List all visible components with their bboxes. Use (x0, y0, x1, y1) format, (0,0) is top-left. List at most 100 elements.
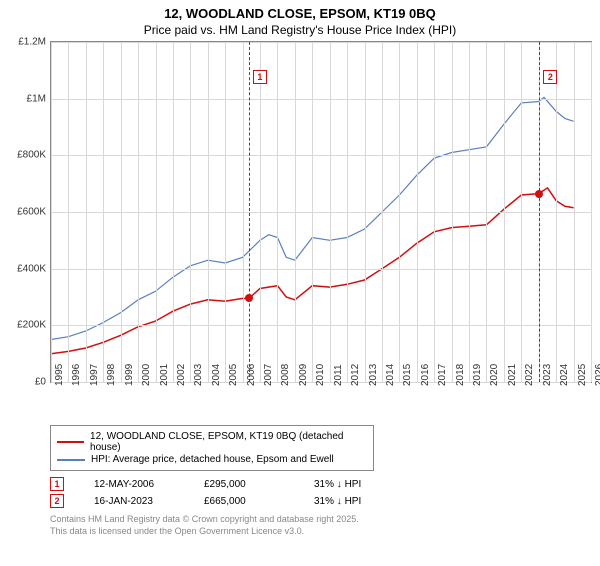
legend-swatch-property (57, 441, 84, 443)
gridline-v (225, 42, 226, 382)
x-axis-label: 2010 (315, 364, 326, 386)
sale-price: £295,000 (204, 479, 284, 490)
sale-marker-2-icon: 2 (50, 494, 64, 508)
x-axis-label: 2009 (298, 364, 309, 386)
gridline-v (382, 42, 383, 382)
gridline-v (312, 42, 313, 382)
x-axis-label: 2000 (141, 364, 152, 386)
y-axis-label: £800K (17, 150, 46, 161)
y-axis-label: £1M (27, 93, 46, 104)
x-axis-label: 2024 (559, 364, 570, 386)
gridline-v (486, 42, 487, 382)
sale-marker-dot (245, 294, 253, 302)
x-axis-label: 2006 (246, 364, 257, 386)
y-axis-label: £200K (17, 320, 46, 331)
gridline-v (365, 42, 366, 382)
legend-swatch-hpi (57, 459, 85, 461)
gridline-h (51, 99, 591, 100)
x-axis-label: 2005 (228, 364, 239, 386)
x-axis-label: 2020 (489, 364, 500, 386)
x-axis-label: 2013 (368, 364, 379, 386)
y-axis-label: £400K (17, 263, 46, 274)
sale-marker-box: 1 (253, 70, 267, 84)
page-title: 12, WOODLAND CLOSE, EPSOM, KT19 0BQ (0, 6, 600, 21)
x-axis-label: 2019 (472, 364, 483, 386)
gridline-v (295, 42, 296, 382)
x-axis-label: 1997 (89, 364, 100, 386)
x-axis-label: 2015 (402, 364, 413, 386)
x-axis-label: 2025 (577, 364, 588, 386)
sale-date: 16-JAN-2023 (94, 496, 174, 507)
sale-price: £665,000 (204, 496, 284, 507)
footer-line: This data is licensed under the Open Gov… (50, 526, 590, 538)
gridline-v (121, 42, 122, 382)
gridline-v (190, 42, 191, 382)
gridline-v (68, 42, 69, 382)
gridline-v (399, 42, 400, 382)
x-axis-label: 2022 (524, 364, 535, 386)
x-axis-label: 2014 (385, 364, 396, 386)
gridline-v (521, 42, 522, 382)
gridline-h (51, 269, 591, 270)
sale-vs-hpi: 31% ↓ HPI (314, 496, 394, 507)
gridline-h (51, 325, 591, 326)
gridline-v (208, 42, 209, 382)
sale-marker-dot (535, 190, 543, 198)
footer-attribution: Contains HM Land Registry data © Crown c… (50, 514, 590, 537)
page-subtitle: Price paid vs. HM Land Registry's House … (0, 23, 600, 37)
x-axis-label: 2018 (455, 364, 466, 386)
x-axis-label: 1995 (54, 364, 65, 386)
gridline-h (51, 212, 591, 213)
legend-label-property: 12, WOODLAND CLOSE, EPSOM, KT19 0BQ (det… (90, 431, 367, 453)
sales-table: 1 12-MAY-2006 £295,000 31% ↓ HPI 2 16-JA… (50, 477, 590, 508)
y-axis-label: £1.2M (18, 37, 46, 48)
gridline-v (86, 42, 87, 382)
gridline-v (260, 42, 261, 382)
gridline-h (51, 155, 591, 156)
x-axis-label: 2011 (333, 364, 344, 386)
gridline-v (173, 42, 174, 382)
gridline-v (591, 42, 592, 382)
legend-row-property: 12, WOODLAND CLOSE, EPSOM, KT19 0BQ (det… (57, 431, 367, 453)
gridline-v (469, 42, 470, 382)
chart-plot-area: £0£200K£400K£600K£800K£1M£1.2M1995199619… (50, 41, 592, 383)
y-axis-label: £600K (17, 207, 46, 218)
sale-date: 12-MAY-2006 (94, 479, 174, 490)
x-axis-label: 1998 (106, 364, 117, 386)
sale-marker-line (249, 42, 250, 382)
legend-row-hpi: HPI: Average price, detached house, Epso… (57, 454, 367, 465)
sales-row: 2 16-JAN-2023 £665,000 31% ↓ HPI (50, 494, 590, 508)
sales-row: 1 12-MAY-2006 £295,000 31% ↓ HPI (50, 477, 590, 491)
gridline-v (103, 42, 104, 382)
x-axis-label: 2017 (437, 364, 448, 386)
gridline-v (277, 42, 278, 382)
gridline-v (51, 42, 52, 382)
gridline-v (452, 42, 453, 382)
y-axis-label: £0 (35, 377, 46, 388)
x-axis-label: 2003 (193, 364, 204, 386)
gridline-v (138, 42, 139, 382)
x-axis-label: 2007 (263, 364, 274, 386)
x-axis-label: 1996 (71, 364, 82, 386)
x-axis-label: 2012 (350, 364, 361, 386)
sale-vs-hpi: 31% ↓ HPI (314, 479, 394, 490)
gridline-h (51, 42, 591, 43)
sale-marker-box: 2 (543, 70, 557, 84)
x-axis-label: 2021 (507, 364, 518, 386)
sale-marker-1-icon: 1 (50, 477, 64, 491)
x-axis-label: 2002 (176, 364, 187, 386)
gridline-v (556, 42, 557, 382)
legend-label-hpi: HPI: Average price, detached house, Epso… (91, 454, 334, 465)
gridline-v (243, 42, 244, 382)
gridline-v (330, 42, 331, 382)
x-axis-label: 2004 (211, 364, 222, 386)
gridline-v (417, 42, 418, 382)
gridline-v (156, 42, 157, 382)
x-axis-label: 2023 (542, 364, 553, 386)
gridline-v (574, 42, 575, 382)
x-axis-label: 2026 (594, 364, 600, 386)
x-axis-label: 2008 (280, 364, 291, 386)
sale-marker-line (539, 42, 540, 382)
legend: 12, WOODLAND CLOSE, EPSOM, KT19 0BQ (det… (50, 425, 374, 471)
x-axis-label: 2001 (159, 364, 170, 386)
